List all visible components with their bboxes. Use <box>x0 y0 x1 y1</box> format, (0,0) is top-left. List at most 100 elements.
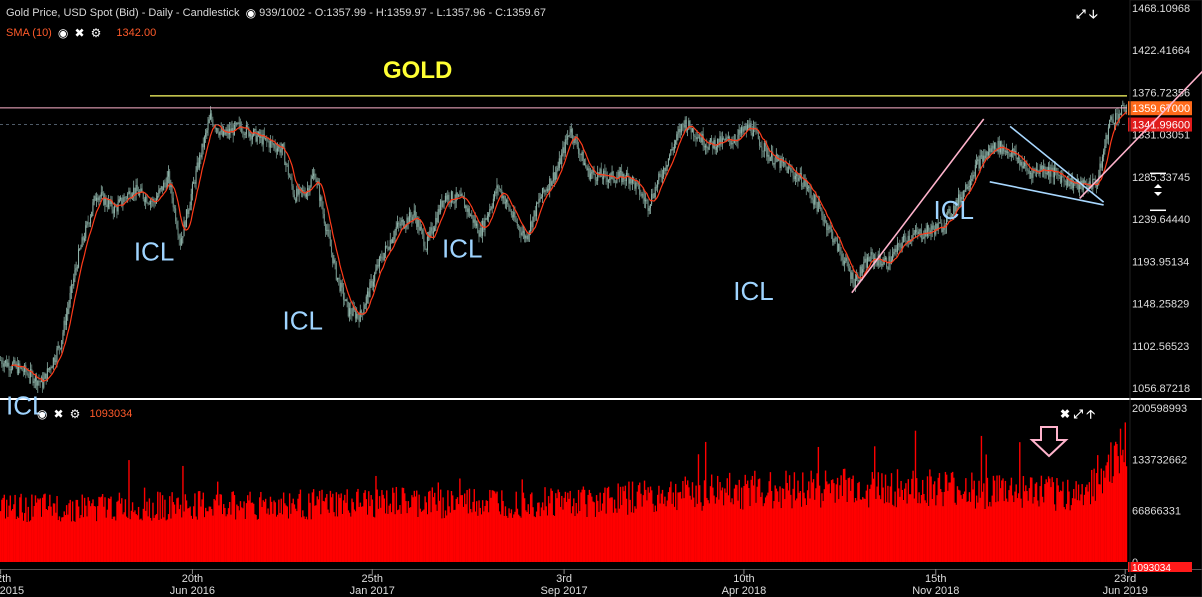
volume-bar <box>122 514 124 562</box>
candle-body <box>248 127 250 137</box>
eye-icon[interactable]: ◉ <box>245 6 257 20</box>
candle-body <box>358 316 360 322</box>
volume-bar <box>493 491 496 562</box>
volume-bar <box>948 482 950 562</box>
close-icon[interactable]: ✖ <box>74 26 85 40</box>
close-icon[interactable]: ✖ <box>1060 407 1071 421</box>
volume-bar <box>781 488 784 562</box>
close-icon[interactable]: ✖ <box>53 407 64 421</box>
candle-body <box>309 186 311 193</box>
volume-bar <box>942 506 944 562</box>
volume-bar <box>842 468 845 562</box>
candle-body <box>500 189 502 190</box>
gear-icon[interactable]: ⚙ <box>90 26 102 40</box>
candle-body <box>565 139 568 141</box>
icl-label: ICL <box>282 306 322 336</box>
candle-body <box>217 128 219 133</box>
candle-body <box>535 202 538 217</box>
volume-bar <box>824 470 827 562</box>
candle-body <box>711 138 713 142</box>
volume-bar <box>269 496 272 562</box>
volume-bar <box>738 479 740 562</box>
candle-body <box>219 131 221 136</box>
volume-bar <box>615 508 617 562</box>
volume-bar <box>1010 477 1013 562</box>
volume-bar <box>756 486 758 562</box>
volume-bar <box>489 489 491 562</box>
candle-body <box>946 215 948 227</box>
candle-body <box>648 208 650 211</box>
candle-body <box>518 225 520 227</box>
volume-bar <box>447 490 449 562</box>
volume-bar <box>853 502 856 562</box>
candle-body <box>435 217 437 228</box>
gear-icon[interactable]: ⚙ <box>69 407 81 421</box>
candle-body <box>251 135 253 140</box>
candle-body <box>787 166 789 174</box>
candle-body <box>755 127 757 132</box>
volume-bar <box>945 474 948 562</box>
volume-bar <box>25 497 27 562</box>
volume-bar <box>619 486 622 562</box>
volume-bar <box>273 500 275 562</box>
candle-body <box>382 259 384 261</box>
volume-bar <box>762 506 764 562</box>
candle-body <box>365 296 367 305</box>
volume-bar <box>802 472 804 562</box>
candle-body <box>742 127 744 132</box>
candle-body <box>567 135 569 140</box>
volume-bar <box>718 499 720 562</box>
expand-icon[interactable]: ⤢ <box>1076 7 1086 21</box>
candle-body <box>811 197 813 200</box>
expand-icon[interactable]: ⤢ <box>1073 407 1084 421</box>
candle-body <box>488 214 490 216</box>
candle-body <box>657 180 659 188</box>
candle-body <box>135 184 137 195</box>
candle-body <box>148 203 150 205</box>
candle-body <box>212 119 214 126</box>
eye-icon[interactable]: ◉ <box>37 407 48 421</box>
candle-body <box>658 173 660 181</box>
candle-body <box>176 221 178 228</box>
candle-body <box>805 180 807 189</box>
candle-body <box>907 235 909 243</box>
candle-body <box>784 162 786 166</box>
gold-label: GOLD <box>383 57 452 84</box>
volume-bar <box>57 520 59 562</box>
arrow-down-icon[interactable]: 🡣 <box>1088 7 1098 21</box>
candle-body <box>997 140 999 152</box>
volume-bar <box>858 481 860 562</box>
candle-body <box>522 231 524 233</box>
candle-body <box>323 213 325 224</box>
volume-bar <box>707 500 709 562</box>
candle-body <box>794 176 797 180</box>
candle-body <box>1112 119 1114 124</box>
volume-bar <box>640 493 642 562</box>
candle-body <box>214 126 216 129</box>
eye-icon[interactable]: ◉ <box>57 26 69 40</box>
x-tick-day: 25th <box>362 573 383 585</box>
volume-bar <box>1043 502 1045 562</box>
candle-body <box>48 368 50 371</box>
candle-body <box>1041 165 1044 171</box>
volume-bar <box>779 486 781 562</box>
arrow-up-icon[interactable]: 🡡 <box>1086 407 1095 421</box>
volume-bar <box>501 490 503 562</box>
volume-bar <box>906 503 908 562</box>
volume-bar <box>553 515 556 562</box>
volume-bar <box>384 513 387 562</box>
volume-bar <box>113 516 116 562</box>
price-tick-label: 1148.25829 <box>1132 299 1189 311</box>
volume-bar <box>629 499 631 562</box>
volume-bar <box>274 502 276 562</box>
candle-body <box>768 154 770 161</box>
volume-bar <box>1049 478 1051 562</box>
volume-bar <box>426 514 429 562</box>
volume-bar <box>1095 473 1098 562</box>
candle-body <box>930 229 932 234</box>
volume-bar <box>351 498 353 562</box>
volume-bar <box>911 478 913 562</box>
volume-bar <box>219 494 221 562</box>
candle-body <box>1055 167 1057 172</box>
candle-body <box>111 200 113 210</box>
